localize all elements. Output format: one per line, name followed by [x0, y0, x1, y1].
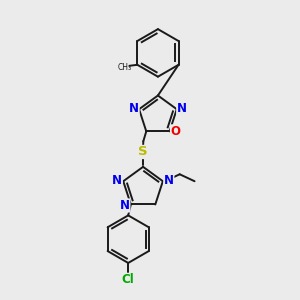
Text: N: N: [112, 174, 122, 187]
Text: O: O: [170, 125, 181, 138]
Text: S: S: [138, 146, 148, 158]
Text: Cl: Cl: [122, 273, 135, 286]
Text: N: N: [120, 199, 130, 212]
Text: N: N: [164, 174, 174, 187]
Text: N: N: [129, 102, 139, 115]
Text: CH₃: CH₃: [117, 63, 131, 72]
Text: N: N: [177, 102, 187, 115]
